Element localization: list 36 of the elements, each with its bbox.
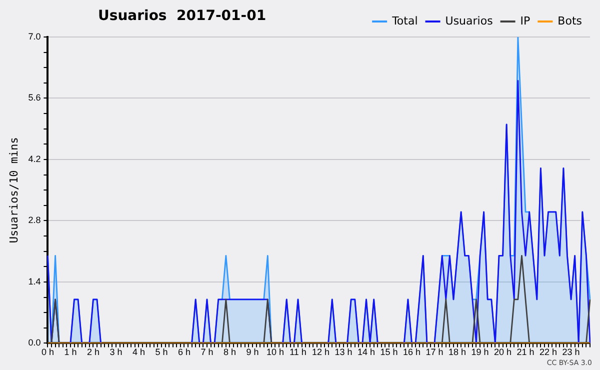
x-tick-label: 16 h: [403, 347, 421, 358]
x-tick-label: 21 h: [516, 347, 534, 358]
y-axis-title: Usuarios/10 mins: [7, 137, 20, 244]
y-tick-label: 4.2: [28, 154, 41, 164]
x-tick-label: 9 h: [246, 347, 259, 358]
y-tick-label: 2.8: [28, 215, 41, 226]
x-tick-label: 8 h: [223, 347, 236, 358]
x-tick-label: 22 h: [540, 347, 558, 358]
x-tick-label: 12 h: [312, 347, 330, 358]
x-tick-label: 13 h: [334, 347, 352, 358]
x-tick-label: 18 h: [448, 347, 466, 358]
x-tick-label: 5 h: [155, 347, 168, 358]
x-tick-label: 11 h: [290, 347, 306, 358]
chart-title: Usuarios 2017-01-01: [98, 8, 266, 24]
x-tick-label: 23 h: [562, 347, 580, 358]
legend-label: Bots: [558, 14, 582, 28]
y-tick-label: 5.6: [28, 92, 41, 103]
x-tick-label: 14 h: [357, 347, 376, 358]
x-tick-label: 1 h: [64, 347, 77, 358]
x-tick-label: 6 h: [178, 347, 190, 358]
y-tick-label: 7.0: [28, 31, 41, 42]
x-tick-label: 7 h: [200, 347, 214, 358]
x-tick-label: 19 h: [471, 347, 489, 358]
x-tick-label: 0 h: [41, 347, 54, 358]
legend-label: Usuarios: [445, 14, 494, 28]
x-tick-label: 15 h: [380, 347, 398, 358]
y-tick-label: 1.4: [28, 276, 41, 286]
x-tick-label: 20 h: [494, 347, 512, 358]
x-tick-label: 4 h: [132, 347, 145, 358]
legend-label: IP: [520, 14, 531, 28]
x-tick-label: 17 h: [426, 347, 444, 358]
legend-label: Total: [391, 14, 418, 28]
x-tick-label: 3 h: [110, 347, 122, 358]
x-tick-label: 2 h: [86, 347, 100, 358]
x-tick-label: 10 h: [266, 347, 284, 358]
y-tick-label: 0.0: [28, 338, 41, 348]
